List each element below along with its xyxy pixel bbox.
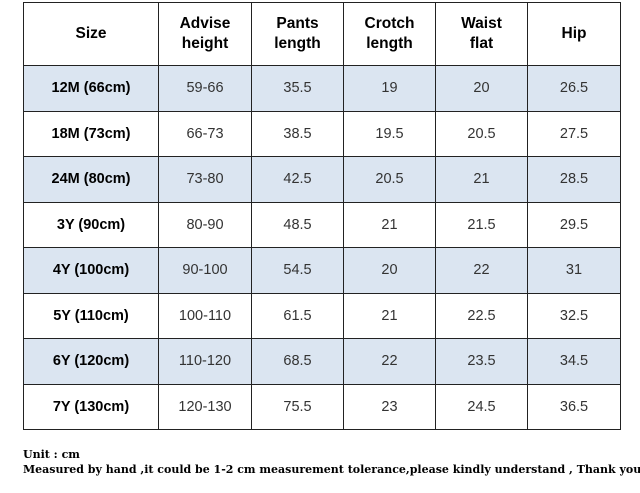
cell-pants-length: 61.5 <box>251 292 344 339</box>
cell-pants-length: 42.5 <box>251 156 344 203</box>
cell-hip: 28.5 <box>527 156 621 203</box>
cell-pants-length: 35.5 <box>251 65 344 112</box>
cell-waist-flat: 20 <box>435 65 528 112</box>
header-row: Size Advise height Pants length Crotch l… <box>23 2 621 66</box>
table-row: 18M (73cm) 66-73 38.5 19.5 20.5 27.5 <box>23 110 621 157</box>
cell-pants-length: 75.5 <box>251 383 344 430</box>
cell-waist-flat: 21 <box>435 156 528 203</box>
cell-advise-height: 66-73 <box>158 110 252 157</box>
cell-advise-height: 73-80 <box>158 156 252 203</box>
table-row: 12M (66cm) 59-66 35.5 19 20 26.5 <box>23 65 621 112</box>
header-waist-flat: Waist flat <box>435 2 528 66</box>
header-advise-height: Advise height <box>158 2 252 66</box>
cell-crotch-length: 21 <box>343 292 436 339</box>
table-row: 3Y (90cm) 80-90 48.5 21 21.5 29.5 <box>23 201 621 248</box>
cell-crotch-length: 20 <box>343 247 436 294</box>
cell-waist-flat: 24.5 <box>435 383 528 430</box>
cell-waist-flat: 20.5 <box>435 110 528 157</box>
header-hip: Hip <box>527 2 621 66</box>
cell-advise-height: 110-120 <box>158 338 252 385</box>
table-row: 7Y (130cm) 120-130 75.5 23 24.5 36.5 <box>23 383 621 430</box>
cell-crotch-length: 22 <box>343 338 436 385</box>
cell-waist-flat: 21.5 <box>435 201 528 248</box>
cell-advise-height: 100-110 <box>158 292 252 339</box>
cell-advise-height: 90-100 <box>158 247 252 294</box>
cell-size: 6Y (120cm) <box>23 338 159 385</box>
cell-hip: 26.5 <box>527 65 621 112</box>
cell-pants-length: 54.5 <box>251 247 344 294</box>
cell-hip: 27.5 <box>527 110 621 157</box>
header-pants-length: Pants length <box>251 2 344 66</box>
cell-crotch-length: 21 <box>343 201 436 248</box>
cell-size: 5Y (110cm) <box>23 292 159 339</box>
cell-size: 18M (73cm) <box>23 110 159 157</box>
cell-pants-length: 38.5 <box>251 110 344 157</box>
table-row: 4Y (100cm) 90-100 54.5 20 22 31 <box>23 247 621 294</box>
cell-crotch-length: 20.5 <box>343 156 436 203</box>
notes: Unit : cm Measured by hand ,it could be … <box>23 447 640 477</box>
cell-waist-flat: 22.5 <box>435 292 528 339</box>
cell-hip: 36.5 <box>527 383 621 430</box>
header-size: Size <box>23 2 159 66</box>
cell-hip: 29.5 <box>527 201 621 248</box>
cell-hip: 32.5 <box>527 292 621 339</box>
cell-pants-length: 68.5 <box>251 338 344 385</box>
cell-size: 12M (66cm) <box>23 65 159 112</box>
cell-hip: 34.5 <box>527 338 621 385</box>
cell-waist-flat: 22 <box>435 247 528 294</box>
cell-hip: 31 <box>527 247 621 294</box>
table-row: 5Y (110cm) 100-110 61.5 21 22.5 32.5 <box>23 292 621 339</box>
cell-waist-flat: 23.5 <box>435 338 528 385</box>
size-chart-table: Size Advise height Pants length Crotch l… <box>23 2 621 430</box>
header-crotch-length: Crotch length <box>343 2 436 66</box>
cell-size: 7Y (130cm) <box>23 383 159 430</box>
cell-size: 3Y (90cm) <box>23 201 159 248</box>
cell-advise-height: 120-130 <box>158 383 252 430</box>
cell-size: 4Y (100cm) <box>23 247 159 294</box>
table-row: 6Y (120cm) 110-120 68.5 22 23.5 34.5 <box>23 338 621 385</box>
table-row: 24M (80cm) 73-80 42.5 20.5 21 28.5 <box>23 156 621 203</box>
cell-pants-length: 48.5 <box>251 201 344 248</box>
cell-size: 24M (80cm) <box>23 156 159 203</box>
cell-advise-height: 80-90 <box>158 201 252 248</box>
cell-advise-height: 59-66 <box>158 65 252 112</box>
tolerance-note: Measured by hand ,it could be 1-2 cm mea… <box>23 463 640 476</box>
unit-note: Unit : cm <box>23 448 80 461</box>
cell-crotch-length: 19.5 <box>343 110 436 157</box>
cell-crotch-length: 19 <box>343 65 436 112</box>
cell-crotch-length: 23 <box>343 383 436 430</box>
